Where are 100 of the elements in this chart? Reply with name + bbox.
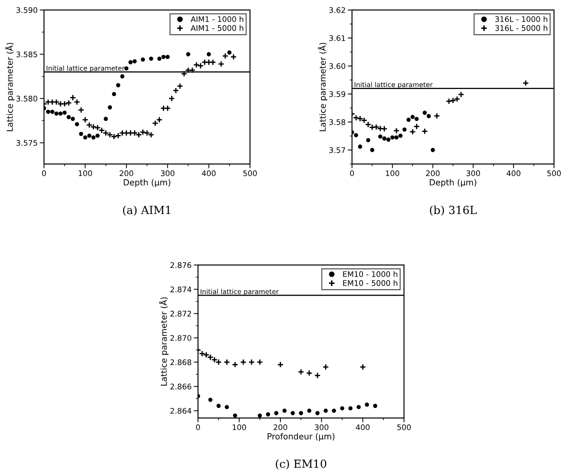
point (381, 125, 388, 132)
point (78, 132, 84, 136)
point (164, 105, 171, 112)
point (87, 134, 92, 138)
point (160, 105, 167, 112)
point (208, 398, 212, 402)
point (95, 134, 100, 138)
point (358, 144, 362, 149)
point (307, 408, 312, 413)
y-axis-title: Lattice parameter (Å) (159, 297, 168, 386)
point (224, 404, 229, 410)
point (58, 111, 63, 116)
point (446, 98, 452, 105)
point (161, 54, 166, 59)
point (83, 135, 88, 140)
point (106, 132, 114, 138)
point (112, 92, 116, 96)
point (414, 116, 419, 122)
point (120, 74, 124, 78)
point (332, 408, 336, 413)
point (248, 358, 255, 366)
point (373, 404, 378, 408)
point (90, 124, 97, 130)
point (450, 97, 456, 104)
point (197, 62, 204, 69)
point (128, 60, 133, 64)
point (86, 122, 93, 128)
point (140, 128, 146, 136)
point (366, 138, 370, 142)
point (149, 56, 154, 61)
point (74, 98, 80, 106)
x-axis-title: Profondeur (µm) (268, 433, 334, 442)
point (258, 413, 262, 418)
point (282, 408, 287, 413)
point (53, 98, 60, 106)
point (430, 148, 435, 152)
point (46, 110, 50, 114)
y-axis-title: Lattice parameter (Å) (318, 42, 328, 132)
point (360, 117, 368, 124)
point (218, 60, 224, 68)
point (207, 354, 214, 361)
point (315, 411, 320, 416)
point (364, 402, 370, 407)
point (66, 115, 71, 120)
point (360, 364, 366, 370)
point (230, 54, 237, 60)
point (378, 134, 382, 139)
x-axis-title: Depth (µm) (124, 179, 170, 188)
point (98, 127, 105, 134)
point (232, 361, 238, 368)
point (306, 370, 312, 376)
point (198, 350, 206, 357)
point (421, 128, 428, 134)
point (410, 114, 415, 120)
point (398, 134, 403, 138)
point (110, 133, 118, 140)
point (203, 352, 210, 358)
text: (a) AIM1 (123, 206, 170, 216)
point (131, 130, 138, 136)
point (394, 135, 399, 140)
point (116, 83, 120, 88)
point (364, 121, 372, 128)
point (78, 106, 84, 114)
point (390, 135, 394, 140)
point (322, 364, 329, 370)
point (406, 118, 411, 122)
point (210, 58, 216, 66)
point (157, 56, 162, 61)
point (108, 105, 112, 110)
point (277, 361, 284, 368)
point (232, 413, 238, 418)
point (393, 127, 400, 134)
point (402, 127, 407, 132)
point (211, 356, 218, 363)
point (180, 70, 188, 77)
point (186, 52, 190, 56)
point (102, 130, 110, 136)
point (434, 112, 440, 120)
point (377, 125, 384, 132)
point (114, 132, 122, 139)
point (382, 136, 386, 141)
point (62, 110, 67, 115)
point (422, 110, 427, 115)
point (368, 124, 376, 131)
point (256, 358, 264, 366)
point (50, 110, 54, 114)
point (274, 411, 278, 416)
point (426, 114, 431, 118)
point (324, 408, 328, 413)
point (61, 100, 68, 108)
point (227, 50, 232, 55)
point (370, 148, 374, 152)
y-axis-title: Lattice parameter (Å) (5, 42, 14, 132)
point (240, 358, 247, 366)
point (206, 52, 211, 56)
point (215, 358, 222, 366)
point (356, 115, 364, 122)
point (224, 358, 230, 366)
point (356, 404, 361, 410)
point (57, 100, 64, 108)
